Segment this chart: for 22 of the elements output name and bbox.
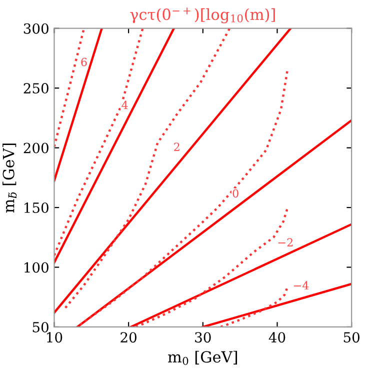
annotation: −4 [294, 281, 309, 290]
line-series [54, 28, 144, 256]
x-tick-label: 40 [268, 332, 286, 343]
y-tick-label: 200 [24, 142, 48, 154]
annotation: 2 [174, 142, 180, 151]
y-tick-label: 250 [24, 83, 48, 94]
line-series [64, 28, 231, 309]
annotation: 0 [232, 189, 238, 198]
chart-title: γcτ(0$^{−+}$)[log$_{10}$(m)] [130, 8, 275, 24]
x-tick-label: 30 [195, 332, 211, 343]
y-tick-label: 50 [32, 322, 48, 332]
annotation: −2 [278, 238, 293, 246]
y-tick-label: 100 [24, 262, 48, 273]
y-axis-title: m$_{b̃}$ [GeV] [2, 144, 17, 213]
y-tick-label: 150 [24, 202, 48, 213]
annotation: 4 [122, 100, 128, 110]
y-tick-label: 300 [24, 23, 48, 34]
x-tick-label: 10 [47, 332, 62, 343]
x-axis-title: m$_{0}$ [GeV] [168, 350, 238, 365]
x-tick-label: 50 [344, 332, 360, 343]
x-tick-label: 20 [120, 332, 136, 343]
annotation: 6 [81, 58, 87, 66]
